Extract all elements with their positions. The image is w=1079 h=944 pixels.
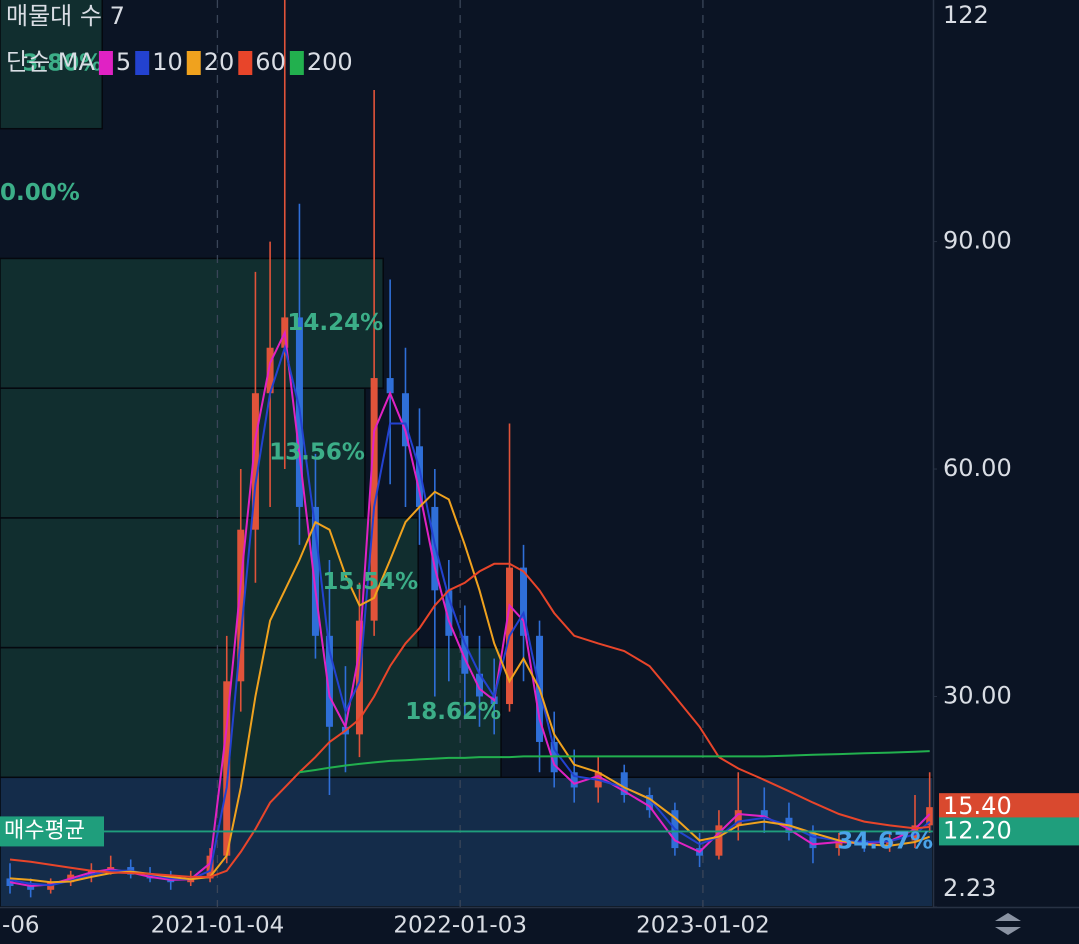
volume-profile-label: 0.00% — [0, 180, 80, 206]
avg-price-tag — [0, 816, 104, 847]
volume-profile-label: 14.24% — [287, 310, 383, 336]
x-tick-label: -06 — [2, 913, 40, 939]
volume-profile-label: 3.80% — [22, 50, 102, 76]
candle-body — [734, 810, 742, 826]
candle-body — [760, 810, 768, 818]
candle-body — [187, 878, 195, 883]
y-tick-label: 60.00 — [943, 454, 1012, 482]
candle-body — [886, 840, 894, 845]
candle-body — [266, 347, 274, 394]
legend-label: 200 — [307, 48, 353, 76]
legend-label: 20 — [204, 48, 235, 76]
ma-line — [9, 329, 931, 888]
scroll-icon[interactable] — [995, 913, 1021, 935]
y-tick-label: 122 — [943, 1, 989, 29]
candle-body — [620, 772, 628, 796]
legend: 매물대 수 7 단순 MA 5 10 20 60 200 — [6, 2, 353, 76]
candle-body — [476, 673, 484, 697]
avg-price-axis-tag-label: 12.20 — [943, 816, 1012, 844]
candle-body — [570, 772, 578, 788]
y-tick-label: 90.00 — [943, 227, 1012, 255]
volume-profile-label: 34.67% — [837, 829, 933, 855]
candle-body — [325, 635, 333, 727]
y-tick-label: 2.23 — [943, 874, 996, 902]
candle-body — [27, 886, 35, 890]
candle-body — [926, 807, 933, 826]
candle-body — [809, 832, 817, 849]
ma-line — [299, 750, 930, 774]
legend-label: 60 — [255, 48, 286, 76]
legend-swatch — [186, 51, 201, 75]
legend-label: 10 — [152, 48, 183, 76]
x-tick-label: 2023-01-02 — [636, 913, 770, 939]
volume-profile-label: 18.62% — [405, 699, 501, 725]
legend-swatch — [98, 51, 113, 75]
volume-profile-label: 13.56% — [269, 440, 365, 466]
volume-profile-bar — [0, 257, 384, 389]
ma-line — [9, 562, 930, 878]
volume-profile-bar — [0, 0, 104, 130]
legend-swatch — [135, 51, 150, 75]
candle-body — [445, 590, 453, 636]
candle-body — [223, 681, 231, 856]
x-tick-label: 2022-01-03 — [393, 913, 527, 939]
candle-body — [415, 446, 423, 507]
last-price-tag-label: 15.40 — [943, 792, 1012, 820]
candle-body — [401, 393, 409, 447]
candle-body — [835, 840, 843, 849]
avg-price-axis-tag — [939, 817, 1079, 846]
candle-body — [520, 567, 528, 636]
legend-label: 5 — [116, 48, 131, 76]
candle-body — [386, 378, 394, 394]
candle-body — [646, 795, 654, 811]
candle-body — [715, 825, 723, 856]
candle-body — [461, 635, 469, 674]
candle-body — [911, 825, 919, 841]
volume-profile-label: 15.54% — [322, 569, 418, 595]
avg-price-label: 매수평균 — [4, 818, 85, 843]
candle-body — [311, 506, 319, 636]
candle-body — [237, 529, 245, 682]
candle-body — [251, 393, 259, 530]
candle-body — [370, 378, 378, 621]
ma-line — [9, 344, 931, 887]
ma-line — [9, 490, 931, 884]
legend-swatch — [289, 51, 304, 75]
chart-title: 매물대 수 7 — [6, 2, 125, 30]
ma-label: 단순 MA — [6, 48, 95, 76]
x-tick-label: 2021-01-04 — [151, 913, 285, 939]
legend-swatch — [238, 51, 253, 75]
volume-profile-bar — [0, 776, 933, 907]
last-price-tag — [939, 793, 1079, 822]
plot-area: 매수평균 34.67% 18.62% 15.54% 13.56% 14.24% 0.00% 3… — [0, 0, 933, 907]
y-tick-label: 30.00 — [943, 681, 1012, 709]
